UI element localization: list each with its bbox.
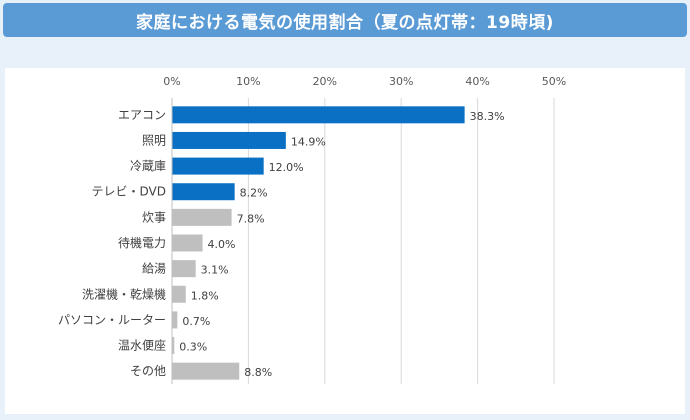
bar [172,337,175,355]
category-label: パソコン・ルーター [58,313,166,327]
x-tick-label: 20% [313,75,337,88]
category-label: 炊事 [142,210,166,224]
value-label: 0.3% [179,341,207,354]
value-label: 8.8% [244,366,272,379]
category-label: 給湯 [142,262,166,276]
bar [172,131,286,149]
chart-panel: 0% 10% 20% 30% 40% 50% エアコン 38.3% 照明 14.9% 冷蔵庫 12.0… [5,68,685,414]
bar [172,362,240,380]
bar-chart: 0% 10% 20% 30% 40% 50% エアコン 38.3% 照明 14.9% 冷蔵庫 12.0… [58,75,566,384]
category-label: その他 [130,364,166,378]
x-tick-label: 40% [465,75,489,88]
bar [172,234,203,252]
bar [172,311,178,329]
value-label: 4.0% [208,238,236,251]
value-label: 0.7% [182,315,210,328]
category-label: テレビ・DVD [92,185,166,199]
bar [172,208,232,226]
value-label: 14.9% [291,135,326,148]
chart-title: 家庭における電気の使用割合（夏の点灯帯：19時頃) [3,3,687,37]
x-tick-label: 0% [163,75,180,88]
value-label: 3.1% [201,264,229,277]
value-label: 12.0% [269,161,304,174]
category-label: 冷蔵庫 [130,159,166,173]
category-label: 待機電力 [118,235,166,250]
x-tick-label: 10% [236,75,260,88]
value-label: 8.2% [240,187,268,200]
bar [172,183,235,201]
category-label: エアコン [118,108,166,122]
category-label: 洗濯機・乾燥機 [82,286,166,301]
value-label: 1.8% [191,289,219,302]
value-label: 38.3% [470,110,505,123]
bar [172,260,196,278]
category-label: 温水便座 [118,338,166,353]
category-label: 照明 [142,133,166,147]
bar [172,157,264,175]
bar [172,285,186,303]
x-tick-label: 50% [542,75,566,88]
value-label: 7.8% [237,212,265,225]
x-tick-label: 30% [389,75,413,88]
bar [172,106,465,124]
